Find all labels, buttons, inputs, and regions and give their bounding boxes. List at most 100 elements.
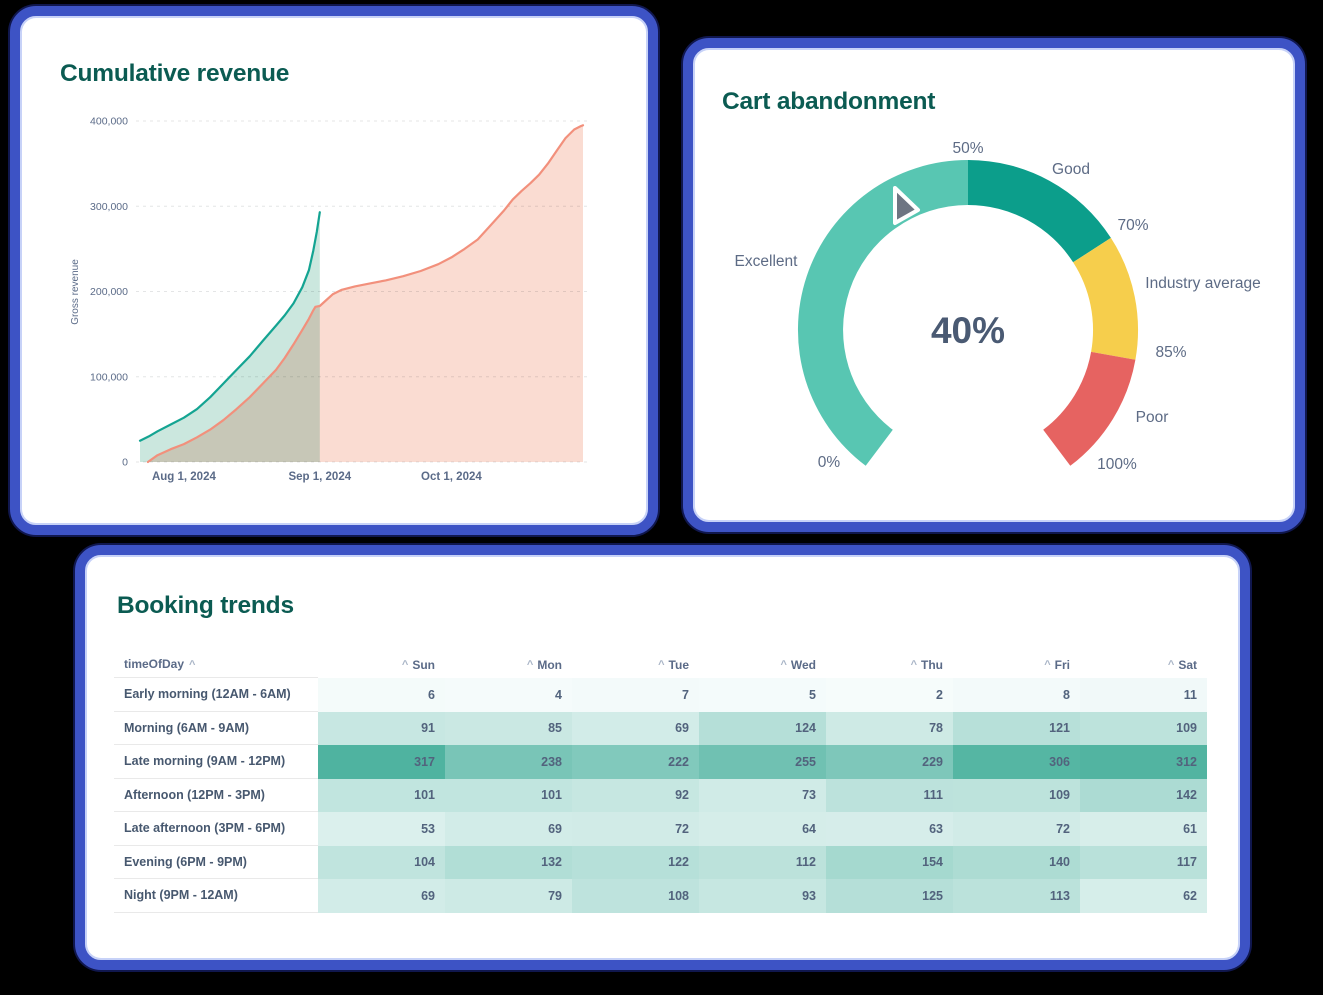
heatmap-cell[interactable]: 101 (318, 778, 445, 812)
column-header-mon[interactable]: ^ Mon (445, 651, 572, 678)
column-header-label: timeOfDay (124, 657, 185, 671)
heatmap-cell[interactable]: 140 (953, 845, 1080, 879)
heatmap-cell[interactable]: 63 (826, 812, 953, 846)
column-header-label: Tue (668, 657, 689, 672)
heatmap-cell[interactable]: 7 (572, 678, 699, 712)
y-axis-title: Gross revenue (70, 259, 81, 325)
heatmap-cell[interactable]: 69 (445, 812, 572, 846)
booking-trends-heatmap-table: timeOfDay ^ ^ Sun ^ Mon ^ Tue ^ Wed ^ Thu ^ Fri ^ Sat Ea… (114, 651, 1207, 913)
column-header-sun[interactable]: ^ Sun (318, 651, 445, 678)
heatmap-cell[interactable]: 91 (318, 711, 445, 745)
heatmap-cell[interactable]: 109 (1080, 711, 1207, 745)
heatmap-cell[interactable]: 142 (1080, 778, 1207, 812)
column-header-thu[interactable]: ^ Thu (826, 651, 953, 678)
column-header-fri[interactable]: ^ Fri (953, 651, 1080, 678)
heatmap-cell[interactable]: 108 (572, 879, 699, 913)
heatmap-cell[interactable]: 53 (318, 812, 445, 846)
heatmap-cell[interactable]: 78 (826, 711, 953, 745)
heatmap-cell[interactable]: 64 (699, 812, 826, 846)
y-axis-tick-label: 100,000 (90, 371, 128, 383)
heatmap-cell[interactable]: 73 (699, 778, 826, 812)
heatmap-cell[interactable]: 62 (1080, 879, 1207, 913)
heatmap-cell[interactable]: 6 (318, 678, 445, 712)
table-row: Late morning (9AM - 12PM) 317 238 222 255 229… (114, 745, 1207, 779)
gauge-segment-label: Excellent (735, 253, 799, 270)
gauge-tick-label: 85% (1155, 344, 1186, 361)
heatmap-cell[interactable]: 104 (318, 845, 445, 879)
heatmap-cell[interactable]: 61 (1080, 812, 1207, 846)
column-header-wed[interactable]: ^ Wed (699, 651, 826, 678)
gauge-segment-label: Good (1052, 161, 1090, 178)
x-axis-tick-label: Oct 1, 2024 (421, 471, 482, 483)
gauge-tick-label: 0% (818, 454, 841, 471)
heatmap-cell[interactable]: 121 (953, 711, 1080, 745)
cumulative-revenue-chart: 0 100,000 200,000 300,000 400,000 Gross reven… (70, 116, 590, 483)
table-row: Morning (6AM - 9AM) 91 85 69 124 78 121 109 (114, 711, 1207, 745)
sort-caret-icon: ^ (910, 659, 917, 671)
gauge-segment-label: Industry average (1145, 275, 1260, 292)
heatmap-cell[interactable]: 154 (826, 845, 953, 879)
heatmap-cell[interactable]: 92 (572, 778, 699, 812)
heatmap-cell[interactable]: 93 (699, 879, 826, 913)
row-label: Evening (6PM - 9PM) (114, 846, 318, 879)
heatmap-cell[interactable]: 306 (953, 745, 1080, 779)
heatmap-cell[interactable]: 312 (1080, 745, 1207, 779)
y-axis-tick-label: 200,000 (90, 286, 128, 298)
table-row: Night (9PM - 12AM) 69 79 108 93 125 113 62 (114, 879, 1207, 913)
row-label: Morning (6AM - 9AM) (114, 712, 318, 745)
heatmap-cell[interactable]: 238 (445, 745, 572, 779)
heatmap-cell[interactable]: 85 (445, 711, 572, 745)
booking-trends-title: Booking trends (117, 592, 294, 619)
table-row: Early morning (12AM - 6AM) 6 4 7 5 2 8 11 (114, 678, 1207, 712)
heatmap-cell[interactable]: 317 (318, 745, 445, 779)
column-header-label: Mon (537, 657, 562, 672)
booking-trends-card: Booking trends timeOfDay ^ ^ Sun ^ Mon ^ Tue ^ We… (75, 545, 1250, 970)
heatmap-cell[interactable]: 8 (953, 678, 1080, 712)
table-row: Evening (6PM - 9PM) 104 132 122 112 154 140 117 (114, 845, 1207, 879)
heatmap-cell[interactable]: 109 (953, 778, 1080, 812)
heatmap-cell[interactable]: 125 (826, 879, 953, 913)
cart-abandonment-card: Cart abandonment 0% 50% 70% 85% 100% Excellen… (683, 38, 1305, 532)
table-row: Afternoon (12PM - 3PM) 101 101 92 73 111 109 14… (114, 778, 1207, 812)
heatmap-cell[interactable]: 124 (699, 711, 826, 745)
gauge-tick-label: 50% (952, 140, 983, 157)
heatmap-cell[interactable]: 2 (826, 678, 953, 712)
row-label: Afternoon (12PM - 3PM) (114, 779, 318, 812)
column-header-label: Fri (1054, 657, 1070, 672)
column-header-label: Sat (1178, 657, 1197, 672)
heatmap-header-row: timeOfDay ^ ^ Sun ^ Mon ^ Tue ^ Wed ^ Thu ^ Fri ^ Sat (114, 651, 1207, 678)
heatmap-cell[interactable]: 112 (699, 845, 826, 879)
sort-caret-icon: ^ (780, 659, 787, 671)
sort-caret-icon: ^ (658, 659, 665, 671)
sort-caret-icon: ^ (1167, 659, 1175, 671)
gauge-segment-poor (1043, 351, 1136, 466)
heatmap-cell[interactable]: 113 (953, 879, 1080, 913)
heatmap-cell[interactable]: 222 (572, 745, 699, 779)
x-axis-tick-label: Aug 1, 2024 (152, 471, 217, 483)
heatmap-cell[interactable]: 122 (572, 845, 699, 879)
heatmap-cell[interactable]: 72 (572, 812, 699, 846)
heatmap-cell[interactable]: 111 (826, 778, 953, 812)
cart-abandonment-title: Cart abandonment (722, 88, 936, 115)
heatmap-cell[interactable]: 132 (445, 845, 572, 879)
area-fill-series_salmon (147, 125, 583, 463)
cumulative-revenue-card: Cumulative revenue 0 100,000 200,000 300,00… (10, 6, 658, 535)
column-header-timeofday[interactable]: timeOfDay ^ (114, 651, 318, 678)
heatmap-cell[interactable]: 72 (953, 812, 1080, 846)
heatmap-cell[interactable]: 229 (826, 745, 953, 779)
heatmap-cell[interactable]: 255 (699, 745, 826, 779)
column-header-tue[interactable]: ^ Tue (572, 651, 699, 678)
heatmap-cell[interactable]: 69 (318, 879, 445, 913)
heatmap-cell[interactable]: 11 (1080, 678, 1207, 712)
heatmap-cell[interactable]: 117 (1080, 845, 1207, 879)
heatmap-cell[interactable]: 69 (572, 711, 699, 745)
heatmap-cell[interactable]: 79 (445, 879, 572, 913)
column-header-sat[interactable]: ^ Sat (1080, 651, 1207, 678)
sort-caret-icon: ^ (1044, 659, 1051, 671)
heatmap-cell[interactable]: 101 (445, 778, 572, 812)
sort-caret-icon: ^ (189, 658, 196, 671)
heatmap-cell[interactable]: 5 (699, 678, 826, 712)
heatmap-cell[interactable]: 4 (445, 678, 572, 712)
cart-abandonment-gauge: 0% 50% 70% 85% 100% Excellent Good Industry ave… (735, 140, 1261, 473)
row-label: Late afternoon (3PM - 6PM) (114, 812, 318, 846)
